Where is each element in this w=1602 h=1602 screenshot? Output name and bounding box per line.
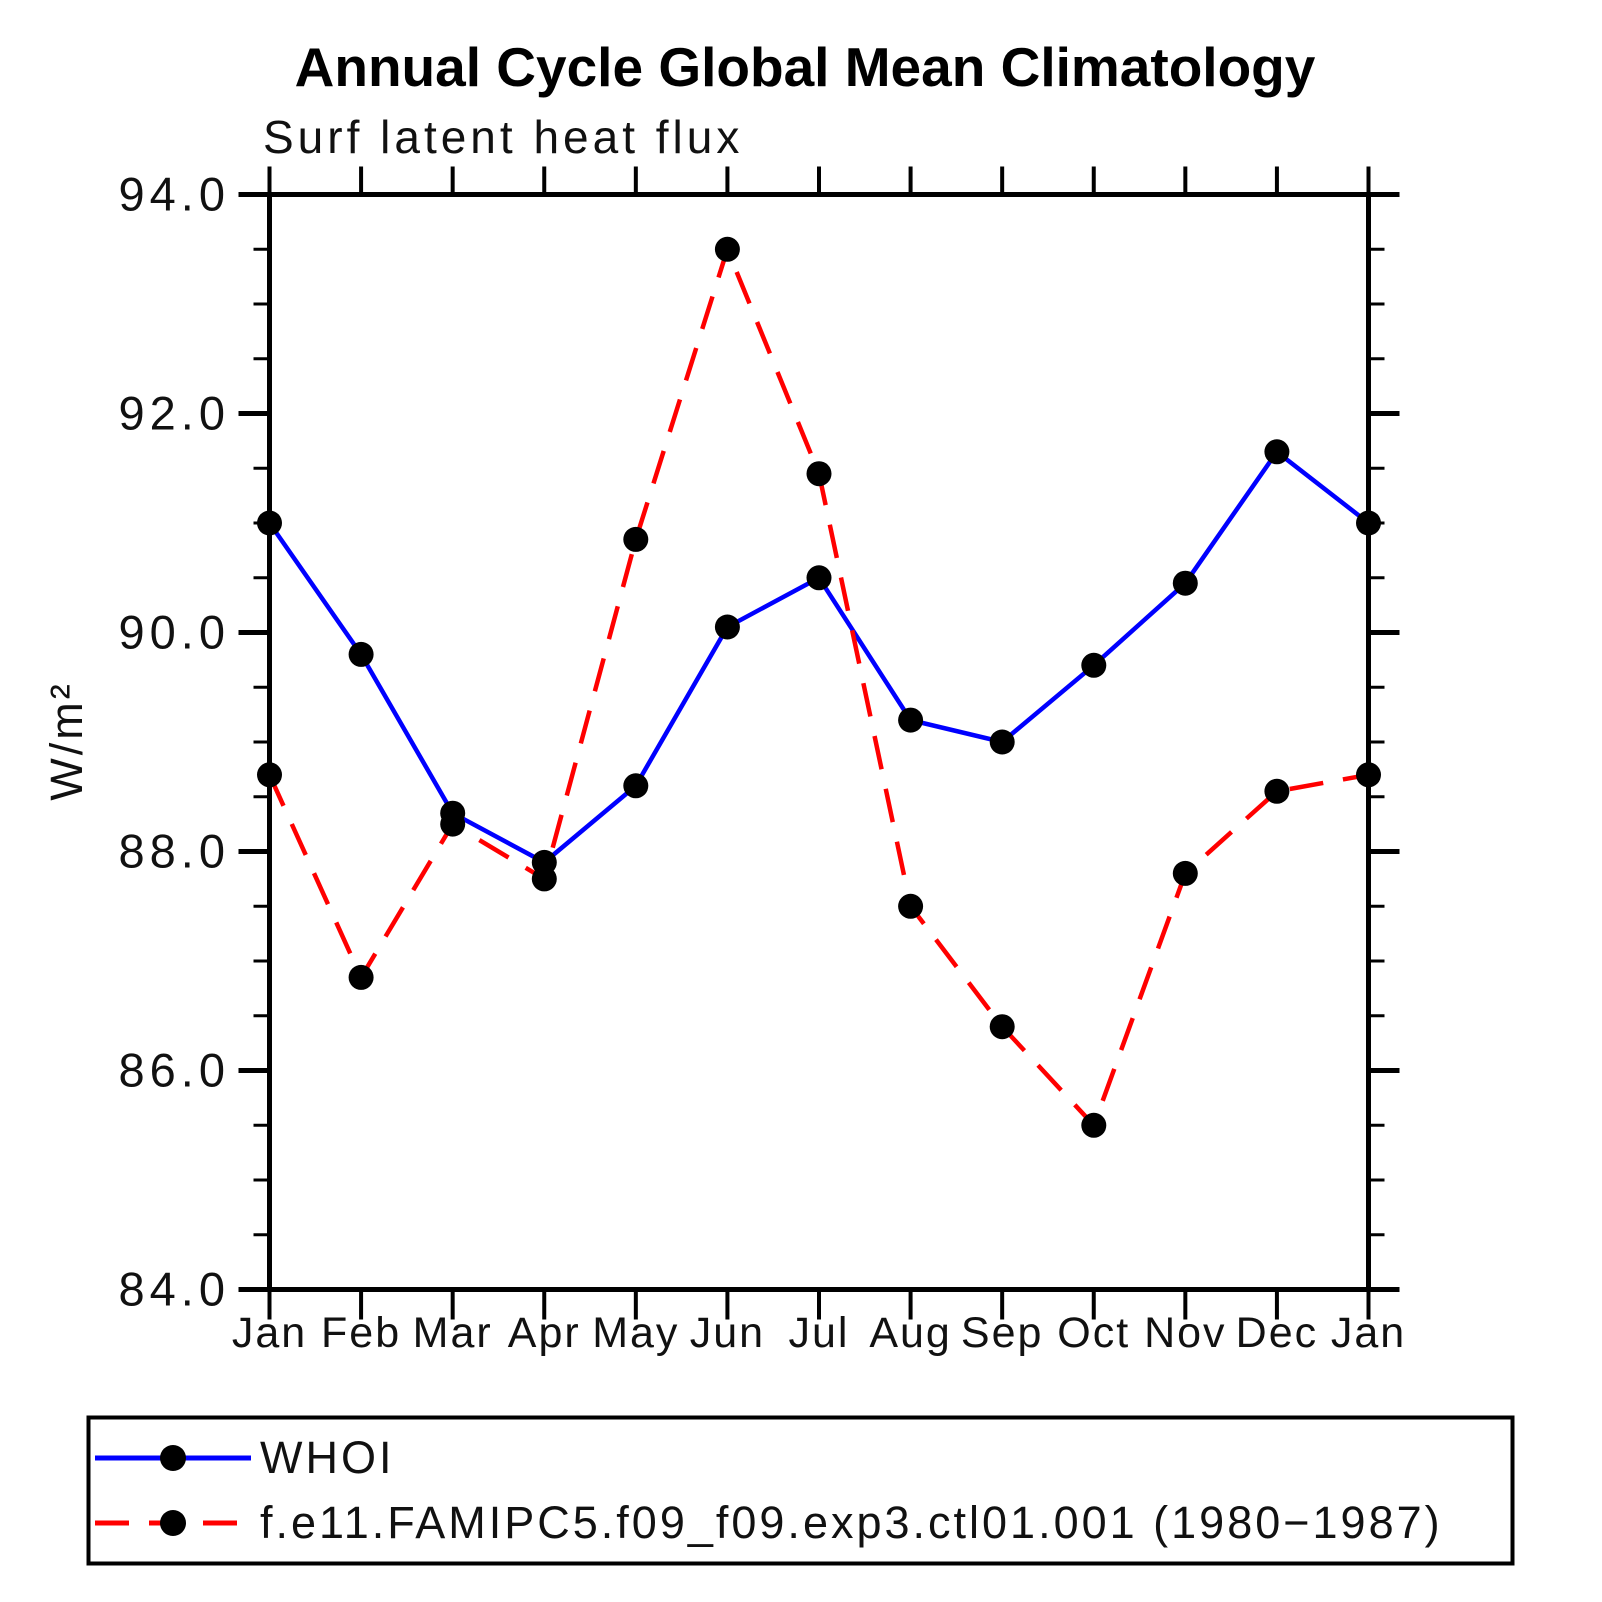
x-month-label: Apr xyxy=(508,1309,581,1357)
chart-subtitle: Surf latent heat flux xyxy=(263,111,743,163)
legend-entry-model: f.e11.FAMIPC5.f09_f09.exp3.ctl01.001 (19… xyxy=(95,1497,1443,1548)
y-tick-label: 86.0 xyxy=(119,1044,230,1097)
x-month-label: Jan xyxy=(1331,1309,1406,1357)
x-month-label: Mar xyxy=(413,1309,493,1357)
x-month-label: Sep xyxy=(961,1309,1044,1357)
data-point-0 xyxy=(623,773,649,799)
data-point-0 xyxy=(1172,570,1198,596)
data-point-0 xyxy=(1356,510,1381,536)
series-lines xyxy=(267,242,1370,1130)
data-point-0 xyxy=(1264,439,1290,465)
y-tick-label: 92.0 xyxy=(119,387,230,440)
y-tick-label: 84.0 xyxy=(119,1263,230,1316)
x-month-label: Feb xyxy=(321,1309,401,1357)
x-month-label: Oct xyxy=(1057,1309,1130,1357)
legend-label-model: f.e11.FAMIPC5.f09_f09.exp3.ctl01.001 (19… xyxy=(260,1497,1443,1548)
x-month-label: Jun xyxy=(690,1309,765,1357)
data-point-1 xyxy=(531,866,557,892)
y-axis-major-ticks xyxy=(238,192,1400,1292)
y-tick-label: 94.0 xyxy=(119,168,230,221)
data-point-1 xyxy=(623,526,649,552)
data-point-1 xyxy=(806,461,832,487)
legend-marker-dot xyxy=(160,1445,186,1471)
data-point-1 xyxy=(1356,762,1381,788)
x-month-label: Dec xyxy=(1236,1309,1318,1357)
data-point-0 xyxy=(348,641,374,667)
data-point-1 xyxy=(257,762,282,788)
legend-box xyxy=(86,1415,1515,1566)
legend-label-whoi: WHOI xyxy=(260,1432,394,1483)
series-markers xyxy=(257,236,1381,1138)
y-axis-title: W/m² xyxy=(41,681,92,800)
data-point-0 xyxy=(714,614,740,640)
data-point-1 xyxy=(898,893,924,919)
x-month-label: Jul xyxy=(789,1309,850,1357)
x-axis-month-labels: Jan Feb Mar Apr May Jun Jul Aug Sep Oct Nov Dec Jan xyxy=(232,1309,1406,1357)
y-tick-label: 88.0 xyxy=(119,825,230,878)
y-tick-label: 90.0 xyxy=(119,606,230,659)
data-point-1 xyxy=(1081,1112,1107,1138)
data-point-1 xyxy=(1264,778,1290,804)
data-point-0 xyxy=(989,729,1015,755)
legend-entry-whoi: WHOI xyxy=(95,1432,394,1483)
plot-frame xyxy=(267,192,1371,1292)
x-axis-ticks xyxy=(267,166,1371,1320)
data-point-0 xyxy=(1081,652,1107,678)
data-point-0 xyxy=(898,707,924,733)
x-month-label: Aug xyxy=(869,1309,952,1357)
x-month-label: May xyxy=(592,1309,679,1357)
data-point-0 xyxy=(257,510,282,536)
y-axis-tick-labels: 94.0 92.0 90.0 88.0 86.0 84.0 xyxy=(119,168,230,1316)
series-line-0 xyxy=(267,448,1370,866)
x-month-label: Jan xyxy=(232,1309,307,1357)
x-month-label: Nov xyxy=(1144,1309,1226,1357)
data-point-1 xyxy=(714,236,740,262)
legend-marker-dot xyxy=(160,1510,186,1536)
chart-title: Annual Cycle Global Mean Climatology xyxy=(295,36,1316,98)
legend: WHOI f.e11.FAMIPC5.f09_f09.exp3.ctl01.00… xyxy=(86,1415,1515,1566)
data-point-1 xyxy=(1172,860,1198,886)
series-line-1 xyxy=(267,242,1369,1130)
data-point-1 xyxy=(989,1014,1015,1040)
data-point-0 xyxy=(806,565,832,591)
data-point-1 xyxy=(440,811,466,837)
y-axis-minor-ticks xyxy=(253,247,1385,1237)
data-point-1 xyxy=(348,964,374,990)
